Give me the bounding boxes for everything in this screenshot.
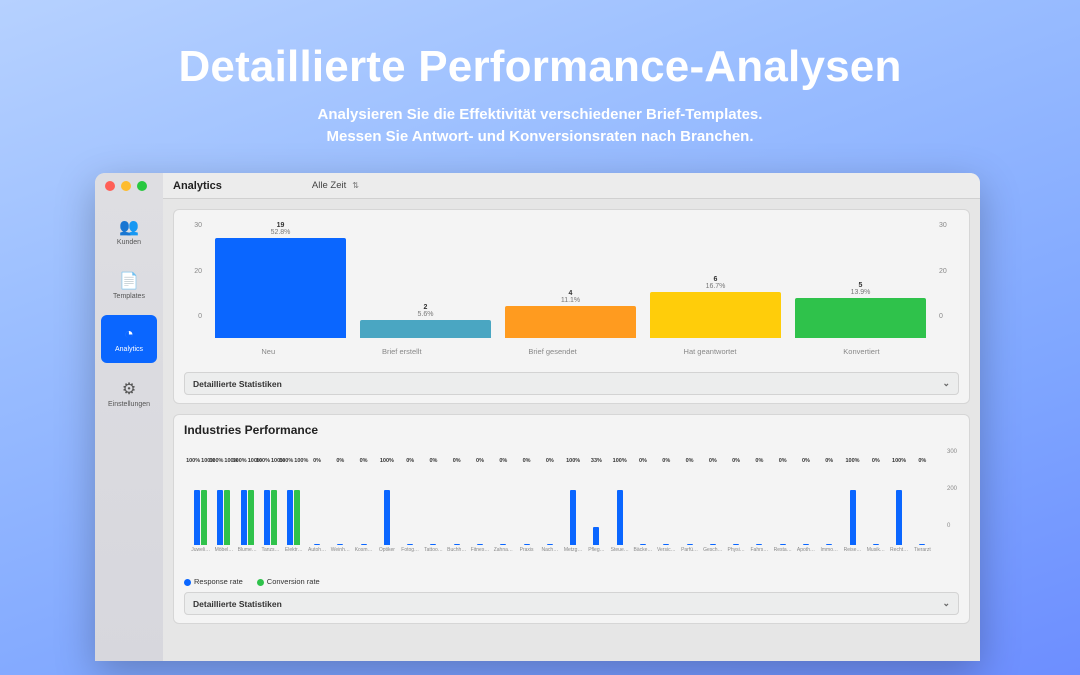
industry-col: 100%Optiker: [376, 458, 397, 553]
sidebar-item-label: Analytics: [115, 346, 143, 353]
settings-icon: ⚙: [122, 379, 136, 399]
industry-col: 0%Tierarzt: [912, 458, 933, 553]
topbar: Analytics Alle Zeit ⇅: [163, 173, 980, 199]
hero-title: Detaillierte Performance-Analysen: [0, 42, 1080, 92]
industry-col: 100%100%Elektr…: [283, 458, 304, 553]
status-chart: 30200 30200 1952.8% 25.6% 411.1% 616.7%513.…: [184, 218, 959, 366]
sidebar-item-analytics[interactable]: ◔ Analytics: [101, 315, 157, 363]
analytics-icon: ◔: [124, 326, 134, 344]
industries-panel: Industries Performance 100%100%Juweli…10…: [173, 414, 970, 624]
industry-col: 33%Pfleg…: [586, 458, 607, 553]
templates-icon: 📄: [119, 271, 139, 291]
status-bar-Brief erstellt: 25.6%: [360, 304, 491, 338]
chevron-down-icon: ⌄: [942, 598, 950, 609]
industries-accordion[interactable]: Detaillierte Statistiken ⌄: [184, 592, 959, 615]
traffic-light[interactable]: [137, 181, 147, 191]
industry-col: 0%Versic…: [656, 458, 677, 553]
hero-sub-line1: Analysieren Sie die Effektivität verschi…: [0, 104, 1080, 126]
industry-col: 100%Metzg…: [563, 458, 584, 553]
status-bars: 1952.8% 25.6% 411.1% 616.7%513.9%: [208, 222, 933, 338]
industry-col: 0%Gesch…: [702, 458, 723, 553]
legend-item: Response rate: [184, 577, 243, 586]
industry-col: 0%Buchh…: [446, 458, 467, 553]
industry-col: 100%100%Blume…: [237, 458, 258, 553]
time-range-selector[interactable]: Alle Zeit ⇅: [306, 179, 365, 192]
sidebar-item-settings[interactable]: ⚙ Einstellungen: [101, 369, 157, 417]
industries-title: Industries Performance: [184, 423, 959, 437]
status-bar-Brief gesendet: 411.1%: [505, 290, 636, 338]
industry-col: 0%Praxis: [516, 458, 537, 553]
industry-col: 100%Recht…: [888, 458, 909, 553]
industry-col: 100%100%Tanzs…: [260, 458, 281, 553]
status-bar-Hat geantwortet: 616.7%: [650, 276, 781, 338]
industry-col: 100%100%Möbel…: [213, 458, 234, 553]
status-chart-panel: 30200 30200 1952.8% 25.6% 411.1% 616.7%513.…: [173, 209, 970, 404]
customers-icon: 👥: [119, 217, 139, 237]
chevron-updown-icon: ⇅: [352, 181, 359, 190]
hero-sub-line2: Messen Sie Antwort- und Konversionsraten…: [0, 126, 1080, 148]
industry-col: 100%Steue…: [609, 458, 630, 553]
industry-col: 0%Weinh…: [330, 458, 351, 553]
industry-col: 0%Kosm…: [353, 458, 374, 553]
main-area: Analytics Alle Zeit ⇅ 30200 30200 1952.8…: [163, 173, 980, 661]
industry-col: 0%Autoh…: [306, 458, 327, 553]
industry-col: 0%Fahrs…: [749, 458, 770, 553]
window-traffic-lights: [105, 181, 147, 191]
industry-col: 0%Parfü…: [679, 458, 700, 553]
industry-col: 0%Fotog…: [400, 458, 421, 553]
status-xlabels: NeuBrief erstelltBrief gesendetHat geant…: [208, 347, 933, 356]
industry-col: 0%Physi…: [725, 458, 746, 553]
industry-col: 0%Immo…: [819, 458, 840, 553]
industry-col: 0%Zahna…: [493, 458, 514, 553]
industry-col: 0%Bäcke…: [632, 458, 653, 553]
status-accordion[interactable]: Detaillierte Statistiken ⌄: [184, 372, 959, 395]
industry-col: 100%Reise…: [842, 458, 863, 553]
sidebar-item-label: Templates: [113, 293, 145, 300]
industry-col: 0%Nach…: [539, 458, 560, 553]
status-accordion-label: Detaillierte Statistiken: [193, 379, 282, 389]
legend-item: Conversion rate: [257, 577, 320, 586]
industry-col: 0%Apoth…: [795, 458, 816, 553]
sidebar-item-label: Kunden: [117, 239, 141, 246]
status-yaxis-right: 30200: [939, 222, 959, 320]
traffic-light[interactable]: [121, 181, 131, 191]
industry-col: 0%Tattoo…: [423, 458, 444, 553]
app-window: 👥 Kunden 📄 Templates ◔ Analytics ⚙ Einstellunge…: [95, 173, 980, 661]
content-scroll: 30200 30200 1952.8% 25.6% 411.1% 616.7%513.…: [163, 199, 980, 661]
industry-col: 0%Fitnes…: [469, 458, 490, 553]
industry-col: 0%Resta…: [772, 458, 793, 553]
industries-legend: Response rate Conversion rate: [184, 577, 959, 586]
status-bar-Konvertiert: 513.9%: [795, 282, 926, 338]
page-title: Analytics: [173, 180, 222, 192]
sidebar-item-customers[interactable]: 👥 Kunden: [101, 207, 157, 255]
status-bar-Neu: 1952.8%: [215, 222, 346, 338]
chevron-down-icon: ⌄: [942, 378, 950, 389]
sidebar-item-templates[interactable]: 📄 Templates: [101, 261, 157, 309]
traffic-light[interactable]: [105, 181, 115, 191]
hero-background: Detaillierte Performance-Analysen Analys…: [0, 0, 1080, 675]
industry-col: 100%100%Juweli…: [190, 458, 211, 553]
hero-subtitle: Analysieren Sie die Effektivität verschi…: [0, 104, 1080, 148]
industries-accordion-label: Detaillierte Statistiken: [193, 599, 282, 609]
time-range-label: Alle Zeit: [312, 180, 346, 191]
industries-bars: 100%100%Juweli…100%100%Möbel…100%100%Blu…: [190, 449, 933, 553]
sidebar: 👥 Kunden 📄 Templates ◔ Analytics ⚙ Einstellunge…: [95, 173, 163, 661]
sidebar-item-label: Einstellungen: [108, 401, 150, 408]
industries-yaxis: 3002000: [947, 449, 957, 529]
industries-chart: 100%100%Juweli…100%100%Möbel…100%100%Blu…: [184, 443, 959, 573]
status-yaxis-left: 30200: [184, 222, 202, 320]
industry-col: 0%Musik…: [865, 458, 886, 553]
